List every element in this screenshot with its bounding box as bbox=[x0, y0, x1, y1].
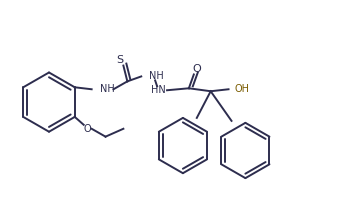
Text: NH: NH bbox=[149, 72, 164, 81]
Text: HN: HN bbox=[151, 85, 166, 95]
Text: OH: OH bbox=[235, 84, 249, 94]
Text: NH: NH bbox=[100, 84, 114, 94]
Text: O: O bbox=[84, 124, 92, 134]
Text: O: O bbox=[193, 64, 201, 73]
Text: S: S bbox=[116, 55, 123, 65]
